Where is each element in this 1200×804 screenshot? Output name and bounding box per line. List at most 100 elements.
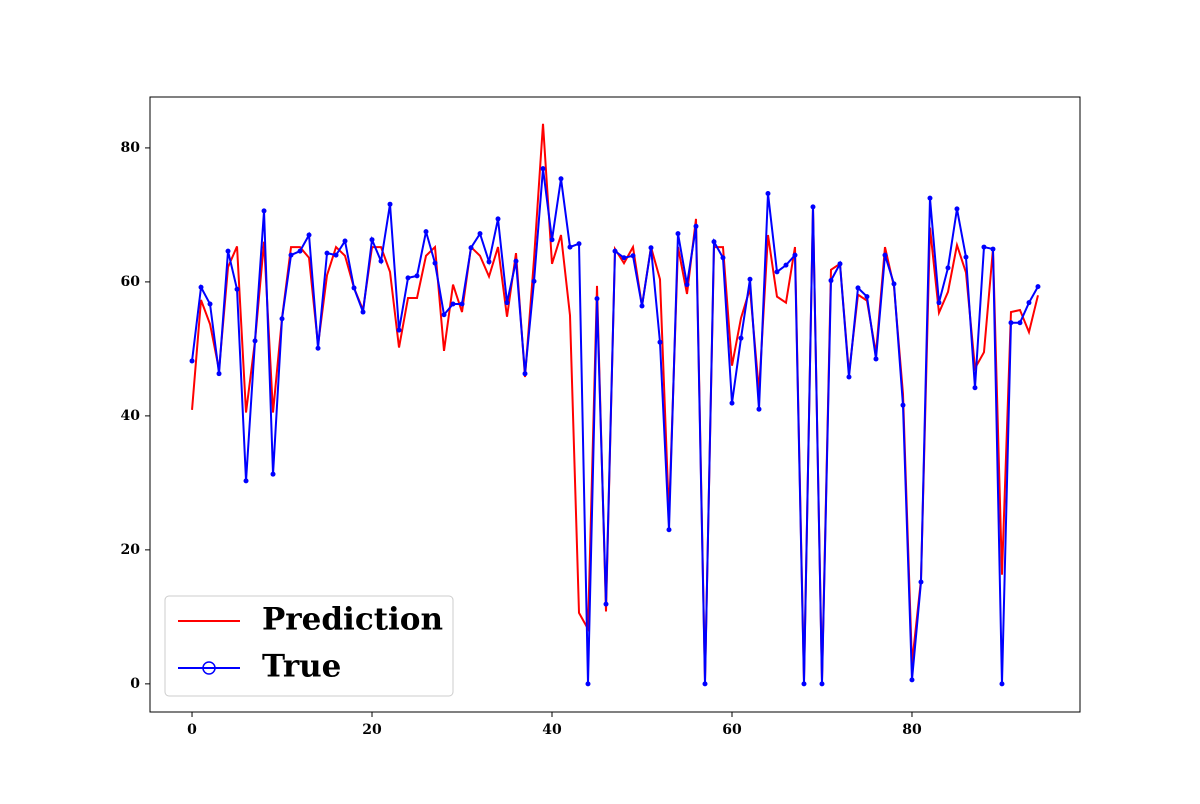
point (432, 260, 438, 266)
point (468, 245, 474, 251)
point (909, 677, 915, 683)
point (450, 301, 456, 307)
point (369, 237, 375, 243)
point (216, 371, 222, 377)
point (990, 246, 996, 252)
point (648, 245, 654, 251)
point (513, 258, 519, 264)
point (747, 276, 753, 282)
point (270, 471, 276, 477)
point (711, 239, 717, 245)
point (828, 278, 834, 284)
point (315, 345, 321, 351)
point (837, 261, 843, 267)
x-tick-label: 20 (362, 722, 382, 738)
point (576, 241, 582, 247)
point (873, 356, 879, 362)
point (864, 294, 870, 300)
point (657, 339, 663, 345)
point (774, 269, 780, 275)
point (207, 301, 213, 307)
point (810, 204, 816, 210)
point (1026, 300, 1032, 306)
point (765, 190, 771, 196)
y-tick-label: 60 (121, 274, 141, 290)
point (324, 250, 330, 256)
point (549, 237, 555, 243)
x-tick-label: 60 (722, 722, 742, 738)
point (720, 255, 726, 261)
point (567, 244, 573, 250)
x-tick-label: 80 (902, 722, 922, 738)
point (531, 278, 537, 284)
y-tick-label: 40 (121, 408, 141, 424)
point (693, 223, 699, 229)
point (351, 285, 357, 291)
point (936, 300, 942, 306)
point (297, 248, 303, 254)
point (279, 316, 285, 322)
point (288, 252, 294, 258)
point (585, 681, 591, 687)
point (459, 301, 465, 307)
point (918, 579, 924, 585)
point (756, 406, 762, 412)
point (342, 238, 348, 244)
point (1017, 320, 1023, 326)
point (405, 275, 411, 281)
point (981, 244, 987, 250)
point (1035, 284, 1041, 290)
point (621, 255, 627, 261)
point (882, 252, 888, 258)
point (225, 248, 231, 254)
point (1008, 320, 1014, 326)
point (900, 402, 906, 408)
x-tick-label: 0 (187, 722, 197, 738)
point (963, 254, 969, 260)
point (333, 252, 339, 258)
point (783, 262, 789, 268)
point (594, 296, 600, 302)
point (540, 166, 546, 172)
point (846, 374, 852, 380)
point (198, 284, 204, 290)
point (639, 303, 645, 309)
point (261, 208, 267, 214)
point (252, 338, 258, 344)
point (378, 258, 384, 264)
legend-label: Prediction (262, 602, 443, 638)
point (504, 300, 510, 306)
point (666, 527, 672, 533)
point (702, 681, 708, 687)
point (630, 253, 636, 259)
legend: Prediction True (164, 595, 454, 697)
point (954, 206, 960, 212)
point (360, 309, 366, 315)
point (522, 371, 528, 377)
y-tick-label: 20 (121, 542, 141, 558)
point (891, 281, 897, 287)
legend-marker (202, 661, 216, 675)
point (603, 601, 609, 607)
point (495, 216, 501, 222)
plot-frame (149, 96, 1081, 713)
point (972, 385, 978, 391)
point (414, 273, 420, 279)
point (792, 252, 798, 258)
legend-label: True (262, 649, 341, 685)
point (684, 282, 690, 288)
point (738, 335, 744, 341)
point (486, 259, 492, 265)
point (675, 231, 681, 237)
point (612, 248, 618, 254)
point (927, 195, 933, 201)
point (306, 232, 312, 238)
point (558, 176, 564, 182)
point (243, 478, 249, 484)
point (855, 285, 861, 291)
point (234, 286, 240, 292)
point (999, 681, 1005, 687)
point (729, 400, 735, 406)
point (477, 231, 483, 237)
point (396, 327, 402, 333)
